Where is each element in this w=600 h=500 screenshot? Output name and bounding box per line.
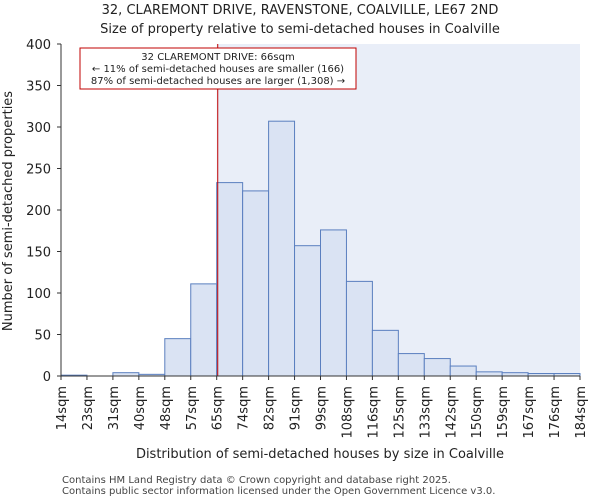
x-tick-label: 82sqm bbox=[263, 386, 278, 430]
bar-48sqm bbox=[164, 338, 192, 377]
y-tick-label: 300 bbox=[26, 121, 51, 136]
x-tick-label: 91sqm bbox=[289, 386, 304, 430]
bar-125sqm bbox=[397, 353, 425, 377]
x-tick-label: 176sqm bbox=[548, 386, 563, 439]
x-tick-label: 159sqm bbox=[496, 386, 511, 439]
y-tick-label: 400 bbox=[26, 38, 51, 53]
footer-line-2: Contains public sector information licen… bbox=[62, 486, 495, 497]
x-tick-label: 65sqm bbox=[211, 386, 226, 430]
annotation-box: 32 CLAREMONT DRIVE: 66sqm ← 11% of semi-… bbox=[79, 47, 357, 90]
x-tick-label: 99sqm bbox=[315, 386, 330, 430]
x-tick-label: 125sqm bbox=[392, 386, 407, 439]
x-tick-label: 184sqm bbox=[574, 386, 589, 439]
annotation-frame bbox=[79, 47, 357, 90]
chart-subtitle: Size of property relative to semi-detach… bbox=[100, 22, 500, 37]
bar-150sqm bbox=[475, 371, 503, 377]
x-tick-label: 48sqm bbox=[159, 386, 174, 430]
bar-91sqm bbox=[294, 245, 321, 377]
bar-108sqm bbox=[345, 280, 373, 377]
bar-133sqm bbox=[423, 358, 451, 377]
x-tick-label: 150sqm bbox=[470, 386, 485, 439]
y-tick-label: 200 bbox=[26, 204, 51, 219]
y-tick-label: 0 bbox=[43, 370, 51, 385]
annotation-line-1: 32 CLAREMONT DRIVE: 66sqm bbox=[141, 52, 294, 63]
x-tick-label: 116sqm bbox=[366, 386, 381, 439]
x-ticks-group: 14sqm 23sqm 31sqm 40sqm 48sqm 57sqm 65sqm 74sqm… bbox=[55, 376, 589, 439]
bar-74sqm bbox=[242, 190, 270, 377]
x-axis-label: Distribution of semi-detached houses by … bbox=[136, 447, 504, 462]
footer-line-1: Contains HM Land Registry data © Crown c… bbox=[62, 475, 451, 486]
y-tick-label: 150 bbox=[26, 246, 51, 261]
x-tick-label: 23sqm bbox=[81, 386, 96, 430]
annotation-line-3: 87% of semi-detached houses are larger (… bbox=[91, 76, 345, 87]
bar-116sqm bbox=[371, 329, 399, 377]
x-tick-label: 108sqm bbox=[340, 386, 355, 439]
bars-group bbox=[60, 120, 581, 377]
y-tick-label: 50 bbox=[34, 329, 51, 344]
chart-title: 32, CLAREMONT DRIVE, RAVENSTONE, COALVIL… bbox=[102, 3, 499, 18]
bar-99sqm bbox=[320, 229, 347, 377]
x-tick-label: 142sqm bbox=[444, 386, 459, 439]
bar-82sqm bbox=[268, 120, 296, 377]
annotation-line-2: ← 11% of semi-detached houses are smalle… bbox=[92, 64, 344, 75]
x-tick-label: 74sqm bbox=[237, 386, 252, 430]
x-tick-label: 167sqm bbox=[522, 386, 537, 439]
y-ticks-group: 0 50 100 150 200 250 300 350 400 bbox=[26, 38, 61, 385]
x-tick-label: 31sqm bbox=[107, 386, 122, 430]
x-tick-label: 40sqm bbox=[133, 386, 148, 430]
bar-65sqm bbox=[216, 182, 244, 377]
y-tick-label: 250 bbox=[26, 163, 51, 178]
y-tick-label: 100 bbox=[26, 287, 51, 302]
x-tick-label: 57sqm bbox=[185, 386, 200, 430]
y-tick-label: 350 bbox=[26, 80, 51, 95]
x-tick-label: 14sqm bbox=[55, 386, 70, 430]
x-tick-label: 133sqm bbox=[418, 386, 433, 439]
y-axis-label: Number of semi-detached properties bbox=[1, 91, 16, 331]
bar-142sqm bbox=[449, 365, 477, 377]
bar-57sqm bbox=[190, 283, 218, 377]
